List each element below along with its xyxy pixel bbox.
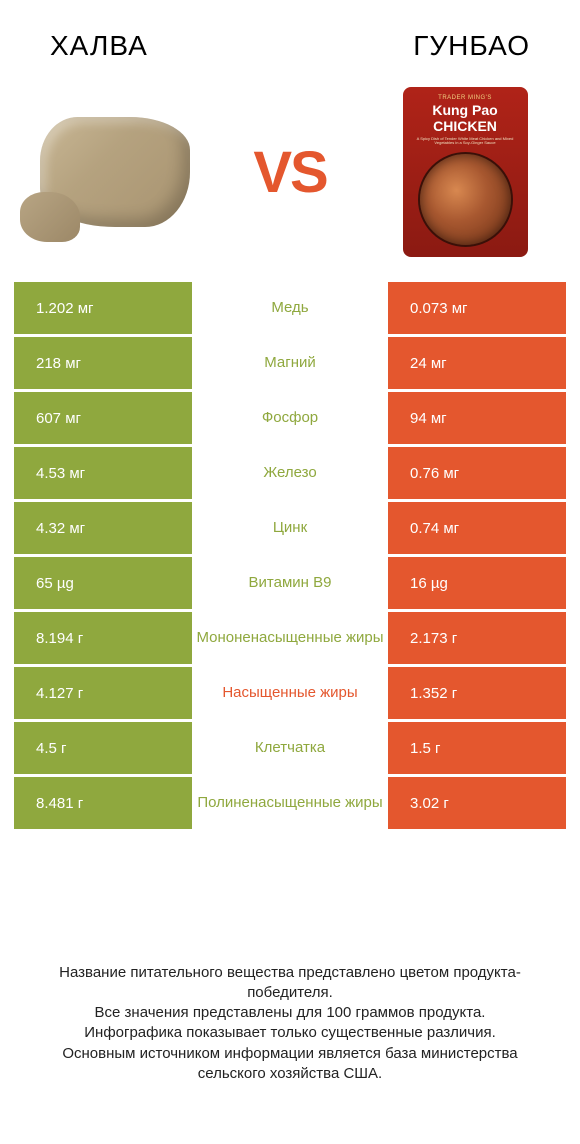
nutrient-label: Фосфор (192, 392, 388, 444)
footer-line-2: Все значения представлены для 100 граммо… (30, 1003, 550, 1023)
halva-image (30, 92, 200, 252)
pack-name-2: CHICKEN (433, 119, 497, 133)
footer-line-1: Название питательного вещества представл… (30, 963, 550, 1004)
left-value: 65 µg (14, 557, 192, 609)
nutrient-label: Магний (192, 337, 388, 389)
right-value: 16 µg (388, 557, 566, 609)
pack-sub: A Spicy Dish of Tender White Meat Chicke… (409, 137, 522, 146)
footer-note: Название питательного вещества представл… (0, 963, 580, 1085)
table-row: 607 мгФосфор94 мг (14, 392, 566, 444)
nutrient-label: Медь (192, 282, 388, 334)
left-value: 218 мг (14, 337, 192, 389)
right-value: 3.02 г (388, 777, 566, 829)
nutrient-label: Железо (192, 447, 388, 499)
nutrient-label: Полиненасыщенные жиры (192, 777, 388, 829)
table-row: 4.127 гНасыщенные жиры1.352 г (14, 667, 566, 719)
nutrient-label: Цинк (192, 502, 388, 554)
left-value: 1.202 мг (14, 282, 192, 334)
right-value: 24 мг (388, 337, 566, 389)
left-value: 4.32 мг (14, 502, 192, 554)
nutrient-table: 1.202 мгМедь0.073 мг218 мгМагний24 мг607… (14, 282, 566, 829)
right-value: 94 мг (388, 392, 566, 444)
right-value: 2.173 г (388, 612, 566, 664)
nutrient-label: Мононенасыщенные жиры (192, 612, 388, 664)
right-value: 0.073 мг (388, 282, 566, 334)
table-row: 8.481 гПолиненасыщенные жиры3.02 г (14, 777, 566, 829)
left-value: 4.127 г (14, 667, 192, 719)
nutrient-label: Витамин B9 (192, 557, 388, 609)
right-value: 1.352 г (388, 667, 566, 719)
nutrient-label: Клетчатка (192, 722, 388, 774)
table-row: 218 мгМагний24 мг (14, 337, 566, 389)
pack-brand: TRADER MING'S (438, 95, 492, 101)
images-row: VS TRADER MING'S Kung Pao CHICKEN A Spic… (0, 72, 580, 282)
kungpao-pack-icon: TRADER MING'S Kung Pao CHICKEN A Spicy D… (403, 87, 528, 257)
left-value: 4.5 г (14, 722, 192, 774)
right-product-title: ГУНБАО (413, 30, 530, 62)
kungpao-image: TRADER MING'S Kung Pao CHICKEN A Spicy D… (380, 92, 550, 252)
left-value: 4.53 мг (14, 447, 192, 499)
footer-line-4: Основным источником информации является … (30, 1044, 550, 1085)
table-row: 4.5 гКлетчатка1.5 г (14, 722, 566, 774)
pack-window-icon (418, 152, 513, 247)
table-row: 8.194 гМононенасыщенные жиры2.173 г (14, 612, 566, 664)
left-value: 607 мг (14, 392, 192, 444)
table-row: 4.32 мгЦинк0.74 мг (14, 502, 566, 554)
right-value: 0.74 мг (388, 502, 566, 554)
left-value: 8.481 г (14, 777, 192, 829)
halva-icon (40, 117, 190, 227)
right-value: 1.5 г (388, 722, 566, 774)
vs-label: VS (253, 139, 326, 206)
table-row: 4.53 мгЖелезо0.76 мг (14, 447, 566, 499)
left-value: 8.194 г (14, 612, 192, 664)
nutrient-label: Насыщенные жиры (192, 667, 388, 719)
footer-line-3: Инфографика показывает только существенн… (30, 1023, 550, 1043)
table-row: 1.202 мгМедь0.073 мг (14, 282, 566, 334)
table-row: 65 µgВитамин B916 µg (14, 557, 566, 609)
left-product-title: ХАЛВА (50, 30, 148, 62)
right-value: 0.76 мг (388, 447, 566, 499)
header-row: ХАЛВА ГУНБАО (0, 0, 580, 72)
pack-name-1: Kung Pao (432, 103, 497, 117)
